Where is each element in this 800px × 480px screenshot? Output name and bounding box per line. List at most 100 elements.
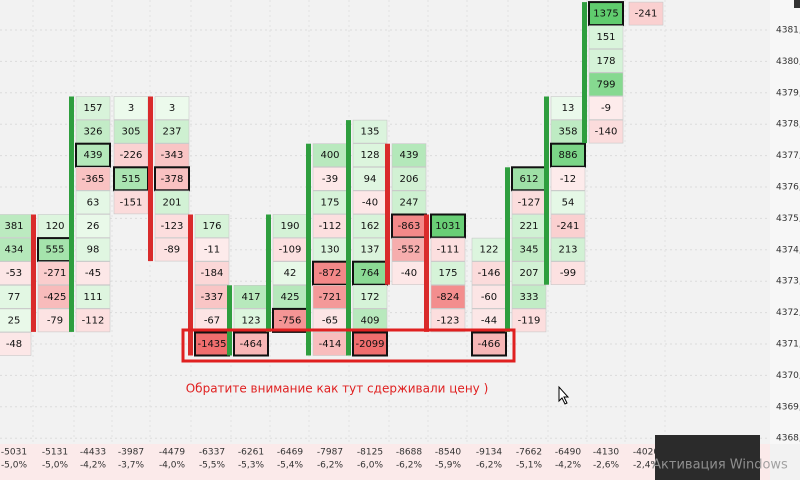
cell-value: -9: [601, 103, 611, 114]
cell: [154, 119, 190, 144]
cell-value: -378: [161, 174, 184, 185]
cell-value: 151: [596, 32, 615, 43]
cell-value: 26: [87, 221, 100, 232]
cell-value: 799: [596, 79, 615, 90]
cell: [0, 332, 32, 356]
annotation: Обратите внимание как тут сдерживали цен…: [186, 382, 489, 396]
cell-value: -127: [518, 197, 541, 208]
column-delta: -3987: [118, 448, 144, 458]
cell-value: 434: [4, 245, 23, 256]
cell-value: 98: [87, 245, 100, 256]
column-delta-pct: -5,4%: [277, 461, 304, 471]
column-delta-pct: -6,2%: [476, 461, 503, 471]
cell-value: 345: [519, 245, 538, 256]
cell-value: 247: [399, 197, 418, 208]
cell-value: 206: [399, 174, 418, 185]
price-label: 4381,0: [776, 26, 800, 36]
cell: [588, 1, 624, 27]
column-delta: -4020: [633, 448, 659, 458]
cell-value: -184: [201, 268, 224, 279]
watermark: Активация Windows: [652, 458, 788, 473]
column-delta: -8688: [396, 448, 422, 458]
highlight-frame: [181, 328, 516, 363]
cell-value: -343: [161, 150, 184, 161]
cell-value: -111: [437, 245, 460, 256]
cell-value: 176: [202, 221, 221, 232]
cell-value: 178: [596, 56, 615, 67]
cell: [430, 308, 466, 333]
cell: [75, 237, 111, 262]
cell-value: 886: [558, 150, 577, 161]
cell-value: 63: [87, 197, 100, 208]
price-label: 4374,0: [776, 245, 800, 255]
cell-value: -48: [6, 339, 22, 350]
delta-bar: [266, 214, 271, 332]
cell-value: -65: [322, 315, 338, 326]
cell: [588, 96, 624, 120]
cell-value: -44: [481, 315, 497, 326]
cell-value: -67: [204, 315, 220, 326]
cursor: [558, 385, 570, 405]
cell-value: 326: [83, 127, 102, 138]
price-label: 4379,0: [776, 88, 800, 98]
column-delta: -4479: [159, 448, 185, 458]
cell-value: 207: [519, 268, 538, 279]
cell-value: -12: [560, 174, 576, 185]
cell-value: 172: [360, 292, 379, 303]
cell: [352, 119, 388, 144]
cell-value: -241: [557, 221, 580, 232]
delta-bar: [346, 120, 351, 356]
column-delta-pct: -5,5%: [199, 461, 226, 471]
cell-value: -1435: [197, 339, 226, 350]
column-delta-pct: -3,7%: [118, 461, 145, 471]
cell-value: -123: [161, 221, 184, 232]
cell-value: 128: [360, 150, 379, 161]
cell: [391, 167, 427, 191]
cell: [550, 261, 586, 286]
cell-value: -112: [319, 221, 342, 232]
column-delta-pct: -6,0%: [357, 461, 384, 471]
cell-value: -40: [401, 268, 417, 279]
cell-value: 305: [121, 127, 140, 138]
cell-value: -112: [82, 315, 105, 326]
cell: [550, 142, 586, 168]
column-delta: -6469: [277, 448, 303, 458]
cell: [430, 237, 466, 262]
cell-value: 135: [360, 127, 379, 138]
column-delta: -6490: [555, 448, 581, 458]
cell-value: 120: [45, 221, 64, 232]
cell-value: 409: [360, 315, 379, 326]
cell: [588, 25, 624, 50]
price-label: 4377,0: [776, 151, 800, 161]
cell-value: 123: [241, 315, 260, 326]
delta-bar: [31, 214, 36, 332]
cell-value: 213: [558, 245, 577, 256]
cell-value: -271: [44, 268, 67, 279]
cell: [194, 214, 230, 238]
delta-bar: [306, 143, 311, 356]
cell-value: 400: [320, 150, 339, 161]
cell-value: 425: [280, 292, 299, 303]
cell-value: 358: [558, 127, 577, 138]
cell: [588, 72, 624, 97]
delta-bar: [188, 214, 193, 356]
cell-value: -53: [6, 268, 22, 279]
column-delta-pct: -5,9%: [435, 461, 462, 471]
column-delta: -4433: [80, 448, 106, 458]
cell: [550, 167, 586, 191]
column-delta-pct: -4,2%: [80, 461, 107, 471]
column-delta-pct: -6,2%: [396, 461, 423, 471]
cell: [75, 190, 111, 215]
delta-bar: [424, 214, 429, 332]
cell: [194, 261, 230, 286]
column-delta: -7987: [317, 448, 343, 458]
cell-value: 54: [562, 197, 575, 208]
cell-value: 111: [83, 292, 102, 303]
cell-value: 439: [399, 150, 418, 161]
delta-bar: [544, 96, 549, 285]
cell-value: 190: [280, 221, 299, 232]
cell: [628, 1, 664, 26]
price-label: 4376,0: [776, 183, 800, 193]
column-delta: -6261: [238, 448, 264, 458]
cell-value: 1375: [593, 9, 618, 20]
